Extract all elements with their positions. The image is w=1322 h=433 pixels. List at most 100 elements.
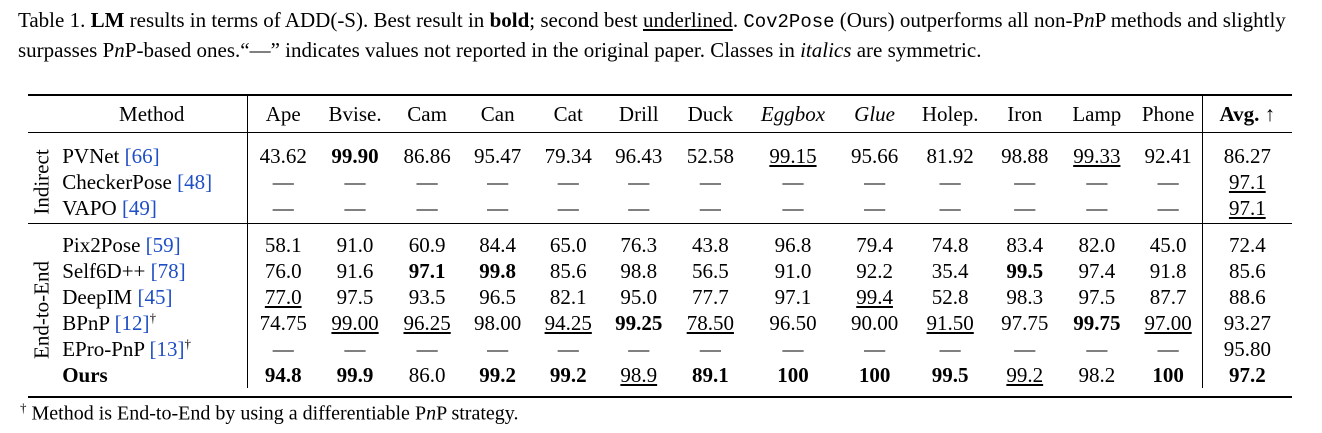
header-col: Duck <box>687 101 734 126</box>
table-cell: — <box>1086 336 1108 361</box>
caption-italics-word: italics <box>800 38 852 62</box>
table-cell: — <box>1086 195 1108 220</box>
table-cell: 96.5 <box>479 284 517 309</box>
table-cell: 97.1 <box>774 284 812 309</box>
header-col: Can <box>480 101 515 126</box>
table-row: BPnP [12]† 74.75 99.00 96.25 98.00 94.25 99.25… <box>28 310 1292 336</box>
table-cell: 99.4 <box>856 284 893 309</box>
table-row: EPro-PnP [13]† — — — — — — — — — — — — — 95.80 <box>28 336 1292 362</box>
table-cell: 74.75 <box>259 310 307 335</box>
table-cell: 95.47 <box>474 143 522 168</box>
table-caption: Table 1. LM results in terms of ADD(-S).… <box>18 8 1286 62</box>
table-cell: 97.00 <box>1144 310 1192 335</box>
citation[interactable]: [48] <box>177 169 213 194</box>
table-cell: 99.25 <box>615 310 663 335</box>
table-cell: — <box>557 195 579 220</box>
table-cell: — <box>699 195 721 220</box>
table-cell: — <box>699 169 721 194</box>
table-cell: 85.6 <box>549 258 587 283</box>
table-cell: 91.0 <box>774 258 812 283</box>
caption-bold-word: bold <box>489 8 530 32</box>
avg-cell: 88.6 <box>1201 284 1292 310</box>
group-label: End-to-End <box>29 261 54 359</box>
citation[interactable]: [78] <box>150 258 186 283</box>
table-cell: — <box>1014 169 1036 194</box>
caption-label: Table 1. <box>18 8 86 32</box>
table-cell: 83.4 <box>1006 232 1044 257</box>
table-cell: — <box>487 336 509 361</box>
table-cell: 56.5 <box>691 258 729 283</box>
header-col: Cat <box>553 101 583 126</box>
citation[interactable]: [66] <box>124 143 160 168</box>
citation[interactable]: [45] <box>137 284 173 309</box>
bottom-rule <box>28 396 1292 398</box>
table-cell: 99.90 <box>331 143 379 168</box>
header-avg: Avg. ↑ <box>1201 96 1292 132</box>
method-name: Self6D++ [78] <box>56 258 249 284</box>
table-cell: 92.41 <box>1144 143 1192 168</box>
table-cell: 79.4 <box>856 232 893 257</box>
citation[interactable]: [59] <box>145 232 181 257</box>
table-cell: — <box>344 169 366 194</box>
table-cell: 96.50 <box>769 310 817 335</box>
table-cell: — <box>699 336 721 361</box>
table-cell: — <box>1086 169 1108 194</box>
table-cell: 91.50 <box>926 310 974 335</box>
header-method: Method <box>56 96 249 132</box>
table-cell: — <box>416 336 438 361</box>
table-cell: 92.2 <box>856 258 893 283</box>
dagger-mark: † <box>20 400 27 415</box>
results-table: Method Ape Bvise. Cam Can Cat Drill Duck Eggbox G… <box>28 96 1292 388</box>
citation[interactable]: [13] <box>149 337 185 361</box>
table-cell: 77.0 <box>264 284 302 309</box>
avg-cell: 97.2 <box>1201 362 1292 388</box>
table-cell: 91.0 <box>336 232 374 257</box>
table-cell: 81.92 <box>926 143 974 168</box>
top-rule <box>28 94 1292 96</box>
table-cell: 91.6 <box>336 258 374 283</box>
table-cell: — <box>487 169 509 194</box>
table-cell: — <box>1014 336 1036 361</box>
caption-underlined-word: underlined <box>643 8 733 32</box>
table-cell: — <box>1157 169 1179 194</box>
table-cell: 97.5 <box>1078 284 1116 309</box>
table-cell: — <box>864 195 886 220</box>
table-cell: 74.8 <box>931 232 969 257</box>
header-col: Phone <box>1141 101 1195 126</box>
table-cell: 99.00 <box>331 310 379 335</box>
header-col: Cam <box>407 101 447 126</box>
table-cell: 93.5 <box>408 284 446 309</box>
table-cell: 45.0 <box>1149 232 1187 257</box>
method-name: EPro-PnP [13]† <box>56 336 249 362</box>
table-cell: 99.2 <box>479 362 517 387</box>
header-spacer <box>28 96 56 132</box>
table-cell: 96.8 <box>774 232 812 257</box>
avg-cell: 97.1 <box>1201 195 1292 221</box>
method-name: Pix2Pose [59] <box>56 232 249 258</box>
table-cell: — <box>487 195 509 220</box>
table-cell: 94.8 <box>264 362 302 387</box>
table-row: VAPO [49] — — — — — — — — — — — — — 97.1 <box>28 195 1292 221</box>
dagger-mark: † <box>184 336 192 351</box>
table-cell: 43.62 <box>259 143 307 168</box>
table-cell: — <box>628 336 650 361</box>
caption-dataset: LM <box>90 8 125 32</box>
citation[interactable]: [49] <box>121 195 157 220</box>
citation[interactable]: [12] <box>114 311 150 335</box>
table-cell: 94.25 <box>544 310 592 335</box>
table-cell: 58.1 <box>264 232 302 257</box>
header-col: Drill <box>618 101 659 126</box>
table-cell: 99.2 <box>1006 362 1044 387</box>
table-cell: 96.43 <box>615 143 663 168</box>
table-cell: — <box>782 169 804 194</box>
table-cell: 99.2 <box>549 362 587 387</box>
header-col: Ape <box>265 101 301 126</box>
table-cell: 76.3 <box>620 232 658 257</box>
header-col: Lamp <box>1072 101 1122 126</box>
table-cell: 79.34 <box>544 143 592 168</box>
header-col: Holep. <box>921 101 979 126</box>
method-name: VAPO [49] <box>56 195 249 221</box>
table-cell: — <box>416 169 438 194</box>
table-cell: 97.75 <box>1001 310 1049 335</box>
table-cell: — <box>1014 195 1036 220</box>
